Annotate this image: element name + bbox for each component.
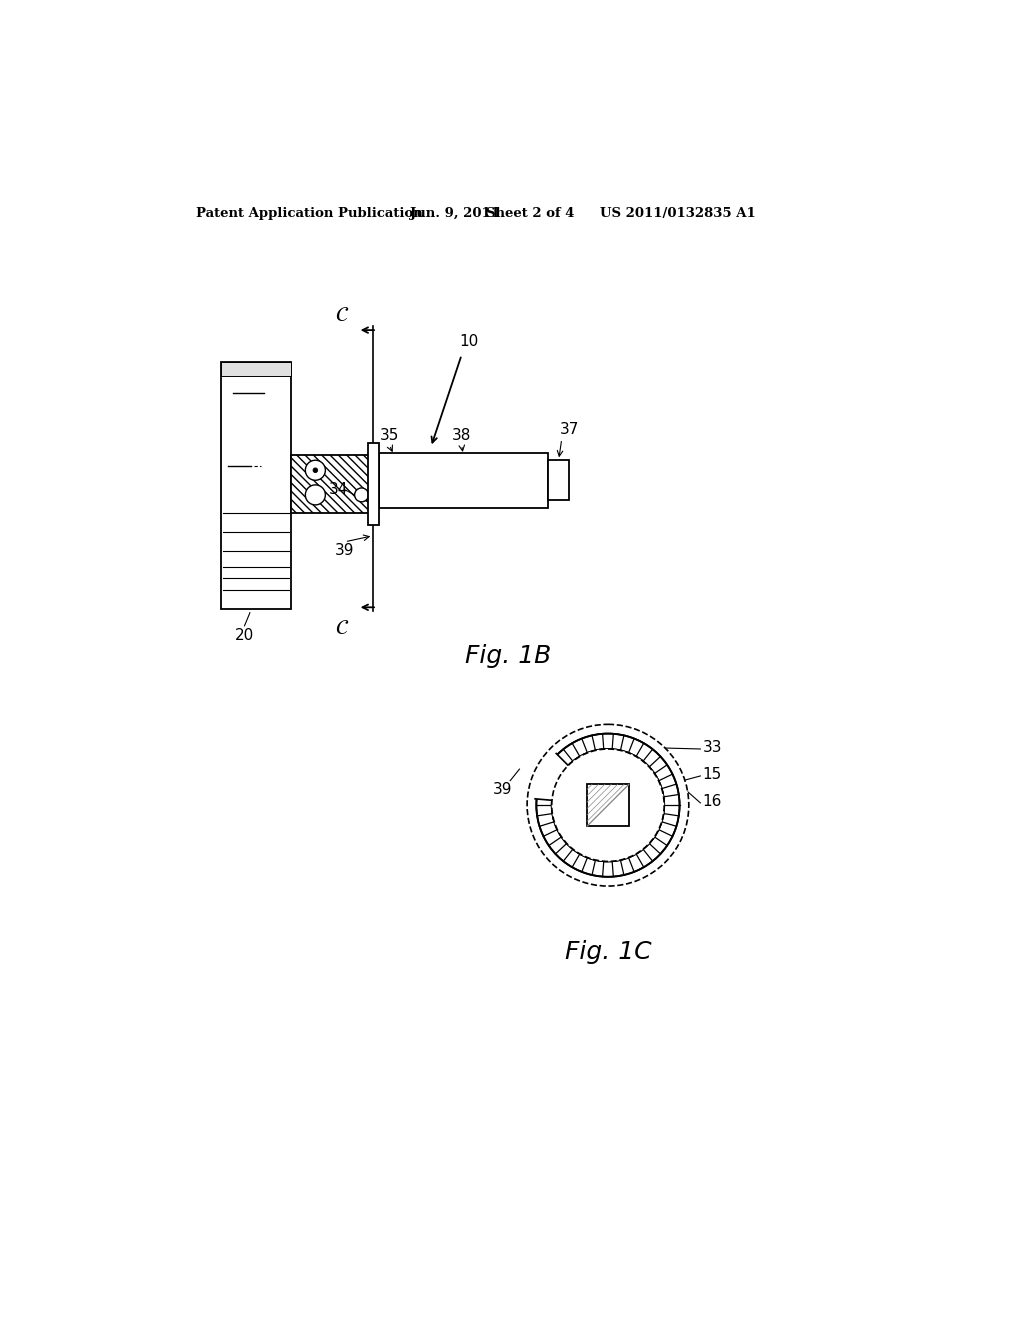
- Text: 38: 38: [452, 428, 471, 444]
- Circle shape: [354, 488, 369, 502]
- Text: 16: 16: [702, 793, 722, 809]
- Bar: [221, 363, 291, 376]
- Circle shape: [305, 461, 326, 480]
- Text: $\mathcal{C}$: $\mathcal{C}$: [335, 619, 349, 638]
- Bar: [587, 784, 629, 826]
- Circle shape: [313, 469, 317, 473]
- Circle shape: [552, 748, 665, 862]
- Text: Fig. 1C: Fig. 1C: [564, 940, 651, 964]
- Text: 39: 39: [493, 783, 512, 797]
- Circle shape: [305, 484, 326, 506]
- Bar: [548, 461, 569, 500]
- Text: 20: 20: [234, 628, 254, 643]
- Text: 34: 34: [329, 482, 348, 496]
- Text: 35: 35: [380, 428, 399, 444]
- Bar: [221, 363, 291, 609]
- Circle shape: [527, 725, 689, 886]
- Text: 39: 39: [335, 544, 354, 558]
- Circle shape: [537, 734, 680, 876]
- Text: US 2011/0132835 A1: US 2011/0132835 A1: [600, 207, 756, 220]
- Wedge shape: [535, 752, 569, 800]
- Text: Fig. 1B: Fig. 1B: [465, 644, 551, 668]
- Text: 37: 37: [560, 422, 580, 437]
- Circle shape: [552, 748, 665, 862]
- Text: 33: 33: [702, 741, 722, 755]
- Bar: [368, 444, 379, 525]
- Text: Sheet 2 of 4: Sheet 2 of 4: [486, 207, 574, 220]
- Text: 10: 10: [460, 334, 479, 350]
- Bar: [379, 453, 548, 508]
- Text: Jun. 9, 2011: Jun. 9, 2011: [410, 207, 500, 220]
- Text: Patent Application Publication: Patent Application Publication: [196, 207, 423, 220]
- Bar: [291, 455, 373, 513]
- Text: $\mathcal{C}$: $\mathcal{C}$: [335, 306, 349, 325]
- Text: 15: 15: [702, 767, 722, 781]
